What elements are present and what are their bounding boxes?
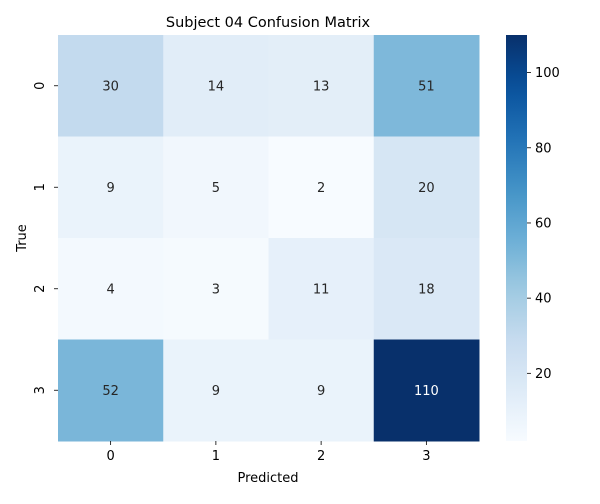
cell-value-3-2: 9: [317, 384, 325, 399]
colorbar-tick-label-0: 20: [535, 367, 552, 382]
heatmap-cells: [58, 35, 480, 442]
cell-value-3-1: 9: [212, 384, 220, 399]
colorbar-tick-label-3: 80: [535, 141, 552, 156]
heatmap-cell-0-3: [373, 35, 480, 137]
colorbar: [506, 35, 527, 441]
x-tick-label-1: 1: [212, 449, 220, 464]
cell-value-0-0: 30: [102, 79, 119, 94]
cell-value-2-3: 18: [418, 282, 435, 297]
colorbar-tick-label-1: 40: [535, 292, 552, 307]
cell-value-0-1: 14: [208, 79, 225, 94]
chart-title: Subject 04 Confusion Matrix: [166, 15, 371, 31]
heatmap-cell-3-3: [373, 339, 480, 442]
cell-value-2-0: 4: [106, 282, 114, 297]
x-tick-label-3: 3: [422, 449, 430, 464]
colorbar-ticks: 20 40 60 80 100: [527, 66, 560, 382]
heatmap-cell-3-0: [58, 339, 164, 442]
x-tick-label-2: 2: [317, 449, 325, 464]
colorbar-tick-label-2: 60: [535, 216, 552, 231]
y-tick-label-3: 3: [33, 386, 48, 394]
cell-value-2-2: 11: [313, 282, 330, 297]
y-tick-label-1: 1: [33, 183, 48, 191]
x-axis-label: Predicted: [237, 471, 298, 486]
heatmap-cell-1-0: [58, 136, 164, 239]
heatmap-cell-2-2: [268, 238, 375, 340]
heatmap-cell-0-2: [268, 35, 375, 137]
y-tick-label-0: 0: [33, 82, 48, 90]
y-tick-label-2: 2: [33, 285, 48, 293]
heatmap-cell-0-0: [58, 35, 164, 137]
heatmap-cell-1-2: [268, 136, 375, 239]
heatmap-cell-1-1: [163, 136, 269, 239]
cell-value-3-0: 52: [102, 384, 119, 399]
cell-value-0-3: 51: [418, 79, 435, 94]
cell-value-3-3: 110: [414, 384, 439, 399]
heatmap-cell-3-2: [268, 339, 375, 442]
heatmap-cell-0-1: [163, 35, 269, 137]
colorbar-tick-label-4: 100: [535, 66, 560, 81]
y-axis-label: True: [15, 224, 30, 253]
x-axis-ticks: 0 1 2 3: [106, 441, 431, 464]
heatmap-cell-2-0: [58, 238, 164, 340]
x-tick-label-0: 0: [106, 449, 114, 464]
heatmap-cell-3-1: [163, 339, 269, 442]
y-axis-ticks: 0 1 2 3: [33, 82, 58, 394]
cell-value-1-1: 5: [212, 181, 220, 196]
heatmap-cell-2-3: [373, 238, 480, 340]
cell-value-1-3: 20: [418, 181, 435, 196]
cell-value-2-1: 3: [212, 282, 220, 297]
cell-value-1-2: 2: [317, 181, 325, 196]
heatmap-cell-1-3: [373, 136, 480, 239]
cell-value-1-0: 9: [106, 181, 114, 196]
cell-value-0-2: 13: [313, 79, 330, 94]
heatmap-cell-2-1: [163, 238, 269, 340]
